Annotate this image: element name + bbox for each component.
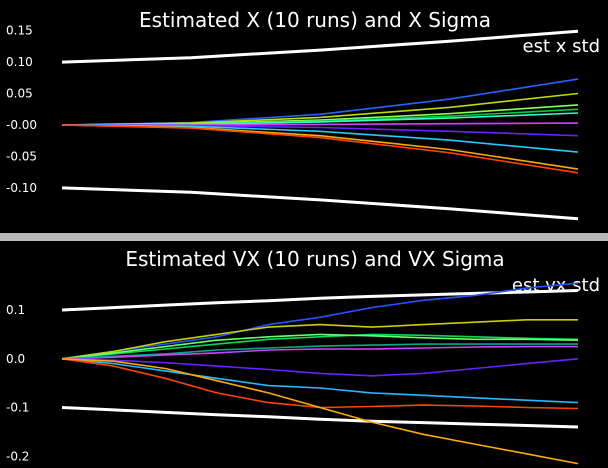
legend-label: est x std xyxy=(523,36,600,57)
series-line-6 xyxy=(61,345,578,360)
series-line-10 xyxy=(61,124,579,174)
chart-title: Estimated VX (10 runs) and VX Sigma xyxy=(125,247,504,271)
chart-x-svg: Estimated X (10 runs) and X Sigma est x … xyxy=(6,8,600,221)
y-tick-label: -0.00 xyxy=(6,118,37,132)
sigma-lower-line xyxy=(61,406,579,429)
y-tick-label: 0.15 xyxy=(6,24,33,38)
series-line-8 xyxy=(61,358,579,404)
chart-vx-svg: Estimated VX (10 runs) and VX Sigma est … xyxy=(6,247,600,465)
sigma-lower-line xyxy=(61,186,579,221)
y-tick-label: -0.10 xyxy=(6,181,37,195)
series-line-2 xyxy=(61,319,578,360)
y-tick-label: -0.2 xyxy=(6,449,29,463)
series-line-1 xyxy=(61,282,579,360)
series-line-5 xyxy=(61,343,578,360)
chart-panel-x: Estimated X (10 runs) and X Sigma est x … xyxy=(0,0,608,233)
y-tick-label: -0.1 xyxy=(6,401,29,415)
series-line-3 xyxy=(61,333,579,360)
y-tick-label: -0.05 xyxy=(6,149,37,163)
series-line-10 xyxy=(61,358,579,465)
chart-title: Estimated X (10 runs) and X Sigma xyxy=(139,8,491,32)
series-line-7 xyxy=(61,358,579,377)
sigma-upper-line xyxy=(61,289,579,312)
series-line-8 xyxy=(61,124,579,153)
chart-panel-vx: Estimated VX (10 runs) and VX Sigma est … xyxy=(0,241,608,468)
series-line-4 xyxy=(61,333,579,360)
y-tick-label: 0.1 xyxy=(6,303,25,317)
y-tick-label: 0.05 xyxy=(6,87,33,101)
y-tick-label: 0.10 xyxy=(6,55,33,69)
y-tick-label: 0.0 xyxy=(6,352,25,366)
sigma-upper-line xyxy=(61,29,579,64)
